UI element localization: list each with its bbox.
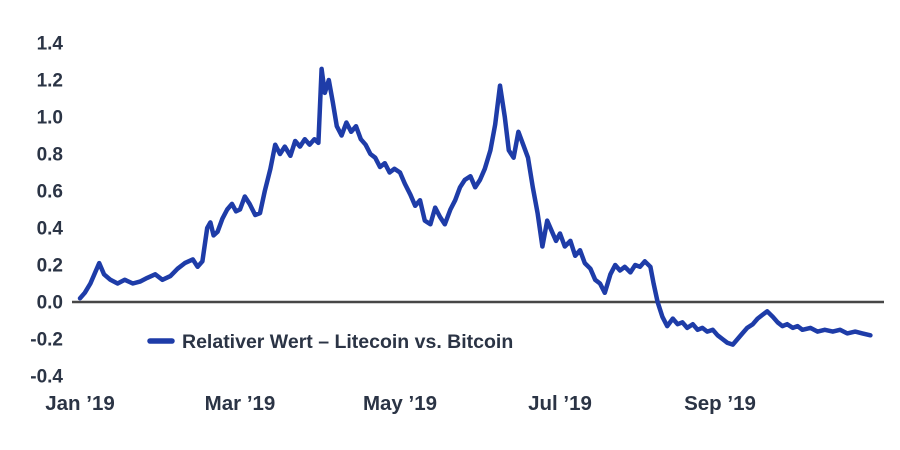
y-tick-label: -0.2 xyxy=(30,330,63,351)
y-tick-label: 0.2 xyxy=(37,256,63,277)
y-tick-label: 1.4 xyxy=(37,34,64,55)
legend-label: Relativer Wert – Litecoin vs. Bitcoin xyxy=(182,331,513,353)
x-tick-label: Jul ’19 xyxy=(528,392,592,415)
x-tick-label: Sep ’19 xyxy=(684,392,756,415)
y-axis-labels: 1.4 1.2 1.0 0.8 0.6 0.4 0.2 0.0 -0.2 -0.4 xyxy=(30,34,63,388)
y-tick-label: 0.0 xyxy=(37,293,63,314)
y-tick-label: 0.8 xyxy=(37,145,63,166)
series-line xyxy=(77,66,873,347)
x-tick-label: May ’19 xyxy=(363,392,437,415)
y-tick-label: 1.2 xyxy=(37,71,63,92)
x-tick-label: Jan ’19 xyxy=(45,392,115,415)
x-axis-labels: Jan ’19 Mar ’19 May ’19 Jul ’19 Sep ’19 xyxy=(45,392,756,415)
x-tick-label: Mar ’19 xyxy=(205,392,276,415)
y-tick-label: 0.4 xyxy=(37,219,64,240)
legend: Relativer Wert – Litecoin vs. Bitcoin xyxy=(147,331,513,353)
y-tick-label: 1.0 xyxy=(37,108,63,129)
y-tick-label: -0.4 xyxy=(30,367,63,388)
y-tick-label: 0.6 xyxy=(37,182,63,203)
